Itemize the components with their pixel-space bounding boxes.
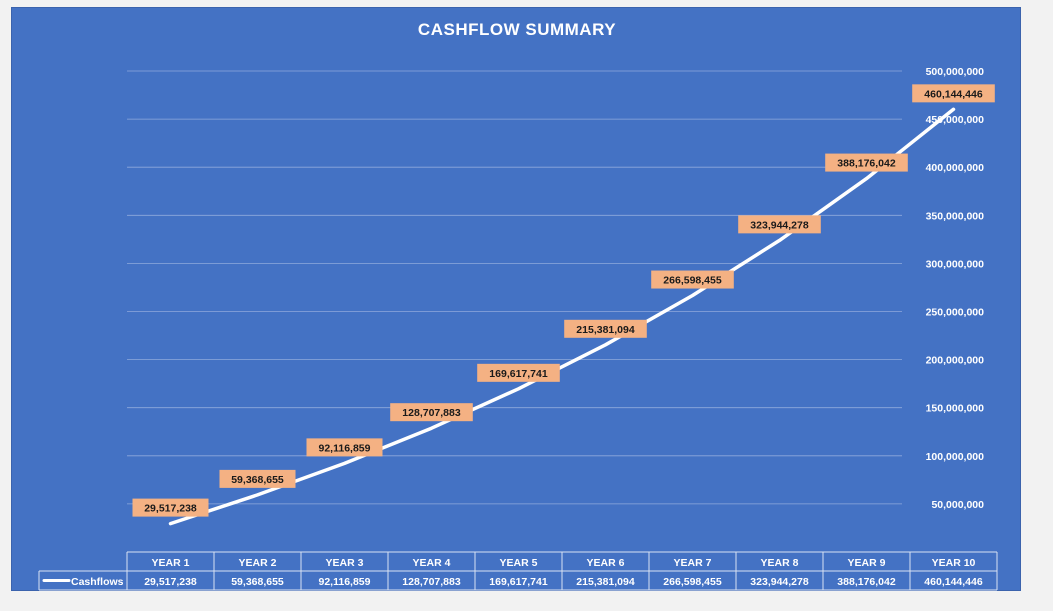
table-cell-value: 29,517,238 xyxy=(144,576,197,588)
y-tick-label: 500,000,000 xyxy=(926,66,985,78)
table-cell-value: 59,368,655 xyxy=(231,576,284,588)
svg-text:169,617,741: 169,617,741 xyxy=(489,368,548,380)
y-tick-label: 350,000,000 xyxy=(926,210,985,222)
table-cell-value: 266,598,455 xyxy=(663,576,722,588)
data-label: 128,707,883 xyxy=(390,403,473,422)
svg-text:59,368,655: 59,368,655 xyxy=(231,474,284,486)
series-layer xyxy=(168,107,956,526)
y-tick-label: 450,000,000 xyxy=(926,114,985,126)
table-cell-value: 460,144,446 xyxy=(924,576,983,588)
data-label: 169,617,741 xyxy=(477,363,560,382)
svg-text:388,176,042: 388,176,042 xyxy=(837,158,896,170)
data-label: 92,116,859 xyxy=(306,438,383,457)
svg-text:128,707,883: 128,707,883 xyxy=(402,407,461,419)
table-cell-value: 92,116,859 xyxy=(319,576,371,588)
data-labels: 29,517,238 59,368,655 92,116,859 128,707,88… xyxy=(132,84,995,517)
data-label: 29,517,238 xyxy=(132,498,209,517)
category-label: YEAR 9 xyxy=(848,557,886,569)
series-line-cashflows xyxy=(168,107,956,526)
svg-text:460,144,446: 460,144,446 xyxy=(924,88,983,100)
y-axis: 50,000,000 100,000,000 150,000,000 200,000,… xyxy=(926,66,985,511)
svg-text:266,598,455: 266,598,455 xyxy=(663,275,722,287)
category-label: YEAR 2 xyxy=(239,557,277,569)
chart-title: CASHFLOW SUMMARY xyxy=(418,20,616,39)
category-label: YEAR 8 xyxy=(761,557,799,569)
svg-text:323,944,278: 323,944,278 xyxy=(750,219,809,231)
category-label: YEAR 5 xyxy=(500,557,538,569)
table-cell-value: 388,176,042 xyxy=(837,576,896,588)
category-label: YEAR 10 xyxy=(932,557,976,569)
data-label: 323,944,278 xyxy=(738,215,821,234)
table-cell-value: 323,944,278 xyxy=(750,576,809,588)
y-tick-label: 100,000,000 xyxy=(926,451,985,463)
data-table: YEAR 1 29,517,238 YEAR 2 59,368,655 YEAR 3 92… xyxy=(38,551,998,591)
category-label: YEAR 4 xyxy=(413,557,451,569)
svg-text:215,381,094: 215,381,094 xyxy=(576,324,635,336)
cashflow-chart: CASHFLOW SUMMARY 50,000,000 100,000,000 15… xyxy=(38,20,998,591)
y-tick-label: 300,000,000 xyxy=(926,258,985,270)
table-cell-value: 215,381,094 xyxy=(576,576,635,588)
legend-entry-cashflows: Cashflows xyxy=(42,576,124,588)
chart-area: CASHFLOW SUMMARY 50,000,000 100,000,000 15… xyxy=(11,7,1021,591)
y-tick-label: 250,000,000 xyxy=(926,307,985,319)
svg-text:Cashflows: Cashflows xyxy=(71,576,124,588)
y-tick-label: 200,000,000 xyxy=(926,355,985,367)
category-label: YEAR 1 xyxy=(152,557,190,569)
data-label: 59,368,655 xyxy=(219,469,296,488)
data-label: 266,598,455 xyxy=(651,270,734,289)
data-label: 215,381,094 xyxy=(564,319,647,338)
y-tick-label: 50,000,000 xyxy=(931,499,984,511)
y-tick-label: 400,000,000 xyxy=(926,162,985,174)
svg-text:92,116,859: 92,116,859 xyxy=(319,442,371,454)
svg-text:29,517,238: 29,517,238 xyxy=(144,503,197,515)
table-cell-value: 128,707,883 xyxy=(402,576,461,588)
data-label: 460,144,446 xyxy=(912,84,995,103)
category-label: YEAR 3 xyxy=(326,557,364,569)
category-label: YEAR 6 xyxy=(587,557,625,569)
table-cell-value: 169,617,741 xyxy=(489,576,548,588)
data-label: 388,176,042 xyxy=(825,153,908,172)
category-label: YEAR 7 xyxy=(674,557,712,569)
y-tick-label: 150,000,000 xyxy=(926,403,985,415)
gridlines xyxy=(127,70,902,505)
